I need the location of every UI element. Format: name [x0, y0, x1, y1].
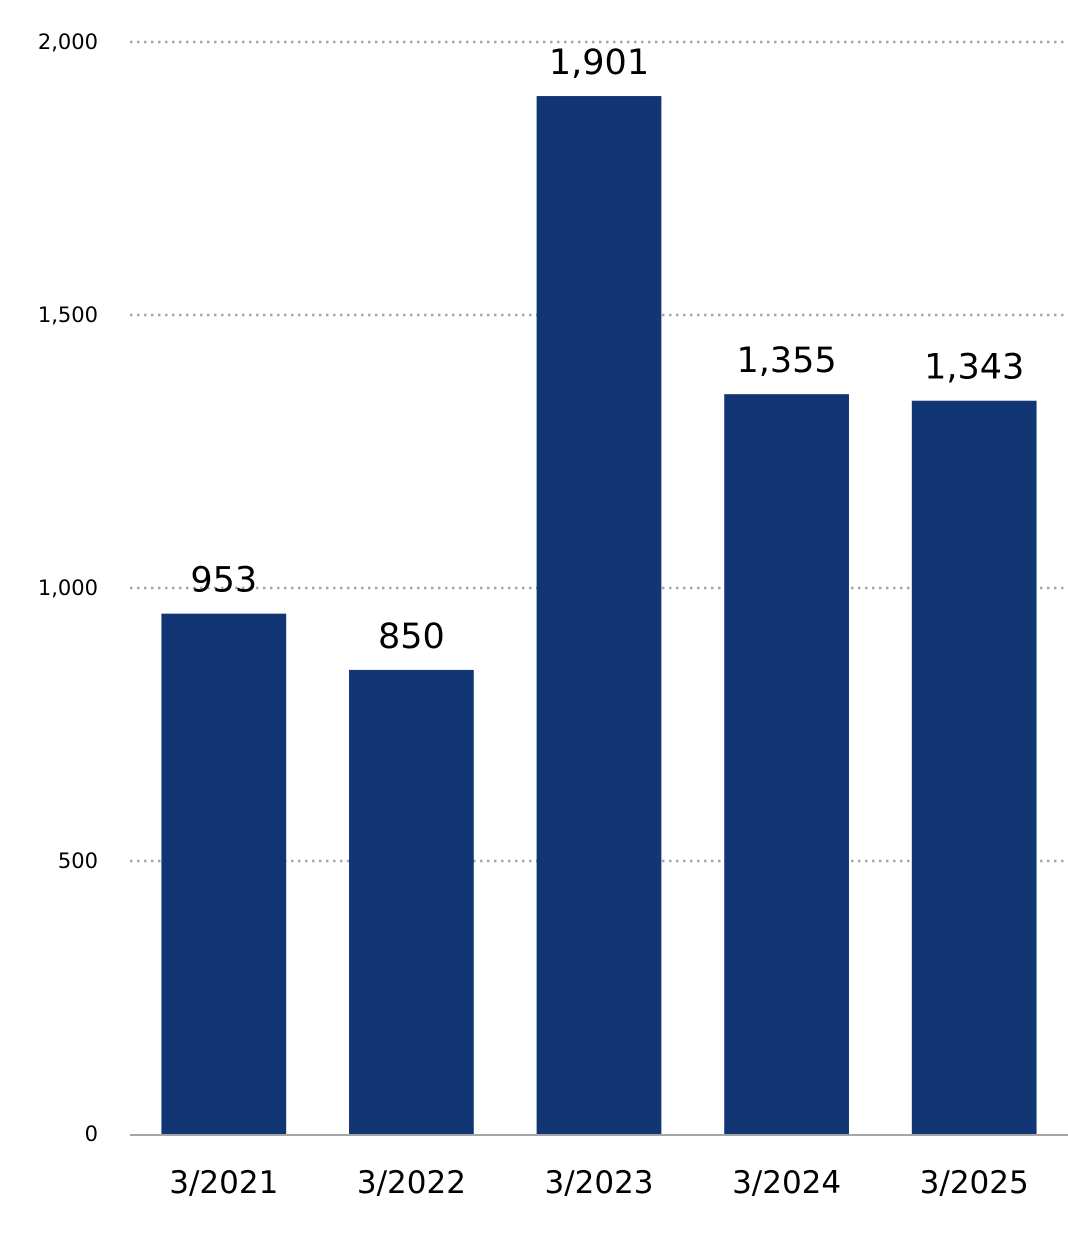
data-label: 850	[378, 617, 445, 657]
x-tick-label: 3/2025	[920, 1165, 1029, 1201]
data-label: 1,901	[549, 43, 649, 83]
x-tick-label: 3/2024	[732, 1165, 841, 1201]
y-tick-label: 1,500	[38, 303, 98, 327]
y-tick-label: 2,000	[38, 30, 98, 54]
data-label: 953	[190, 561, 257, 601]
bar	[161, 613, 287, 1134]
y-tick-label: 1,000	[38, 576, 98, 600]
x-axis-tick-labels: 3/2021 3/2022 3/2023 3/2024 3/2025	[169, 1165, 1028, 1201]
data-label: 1,343	[924, 348, 1024, 388]
bar	[349, 669, 474, 1134]
data-label: 1,355	[736, 341, 836, 381]
data-labels: 953 850 1,901 1,355 1,343	[190, 43, 1024, 657]
x-tick-label: 3/2021	[169, 1165, 278, 1201]
bar	[911, 400, 1037, 1134]
bar	[724, 394, 849, 1134]
x-tick-label: 3/2023	[544, 1165, 653, 1201]
bar	[536, 96, 662, 1135]
y-tick-label: 500	[58, 849, 98, 873]
bars	[161, 96, 1037, 1135]
x-tick-label: 3/2022	[357, 1165, 466, 1201]
y-tick-label: 0	[85, 1122, 98, 1146]
y-axis-tick-labels: 0 500 1,000 1,500 2,000	[38, 30, 98, 1146]
